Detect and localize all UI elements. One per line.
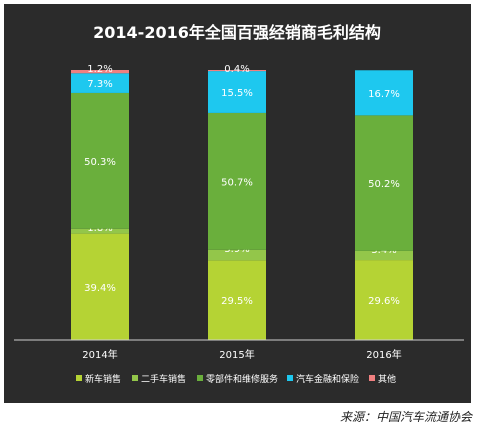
legend-swatch bbox=[197, 375, 203, 381]
legend-label: 新车销售 bbox=[85, 373, 121, 385]
bar-segment bbox=[71, 228, 129, 234]
bar-segment bbox=[71, 73, 129, 93]
data-label: 50.2% bbox=[368, 179, 400, 190]
bar-segment bbox=[208, 260, 266, 340]
bar-segment bbox=[355, 260, 413, 340]
bar-segment bbox=[208, 70, 266, 72]
bar-segment bbox=[355, 115, 413, 251]
chart-panel: 2014-2016年全国百强经销商毛利结构 39.4%1.8%50.3%7.3%… bbox=[4, 4, 471, 403]
x-tick-label: 2014年 bbox=[82, 348, 117, 361]
bar-segment bbox=[208, 249, 266, 261]
data-label: 1.2% bbox=[87, 64, 112, 75]
bar-segment bbox=[71, 92, 129, 229]
data-label: 39.4% bbox=[84, 283, 116, 294]
data-label: 16.7% bbox=[368, 89, 400, 100]
bars-layer: 39.4%1.8%50.3%7.3%1.2%29.5%3.9%50.7%15.5… bbox=[71, 64, 413, 340]
legend-swatch bbox=[369, 375, 375, 381]
data-label: 29.5% bbox=[221, 296, 253, 307]
x-tick-label: 2016年 bbox=[366, 348, 401, 361]
x-tick-label: 2015年 bbox=[219, 348, 254, 361]
legend-label: 其他 bbox=[378, 373, 396, 385]
data-label: 50.3% bbox=[84, 157, 116, 168]
source-note: 来源：中国汽车流通协会 bbox=[339, 410, 472, 424]
data-label: 29.6% bbox=[368, 296, 400, 307]
chart-title: 2014-2016年全国百强经销商毛利结构 bbox=[93, 23, 381, 42]
data-label: 0.4% bbox=[224, 64, 249, 75]
bar-segment bbox=[208, 112, 266, 250]
legend-swatch bbox=[287, 375, 293, 381]
data-label: 7.3% bbox=[87, 79, 112, 90]
chart-svg: 2014-2016年全国百强经销商毛利结构 39.4%1.8%50.3%7.3%… bbox=[14, 23, 464, 385]
bar-segment bbox=[208, 71, 266, 113]
legend-label: 二手车销售 bbox=[141, 373, 186, 385]
bar-segment bbox=[71, 70, 129, 74]
bar-segment bbox=[355, 250, 413, 261]
data-label: 15.5% bbox=[221, 88, 253, 99]
legend-label: 零部件和维修服务 bbox=[206, 373, 278, 385]
data-label: 50.7% bbox=[221, 177, 253, 188]
x-tick-labels: 2014年 2015年 2016年 bbox=[82, 348, 401, 361]
legend-swatch bbox=[132, 375, 138, 381]
legend: 新车销售 二手车销售 零部件和维修服务 汽车金融和保险 其他 bbox=[76, 373, 396, 385]
legend-swatch bbox=[76, 375, 82, 381]
legend-label: 汽车金融和保险 bbox=[296, 373, 359, 385]
bar-segment bbox=[355, 70, 413, 116]
bar-segment bbox=[71, 233, 129, 340]
